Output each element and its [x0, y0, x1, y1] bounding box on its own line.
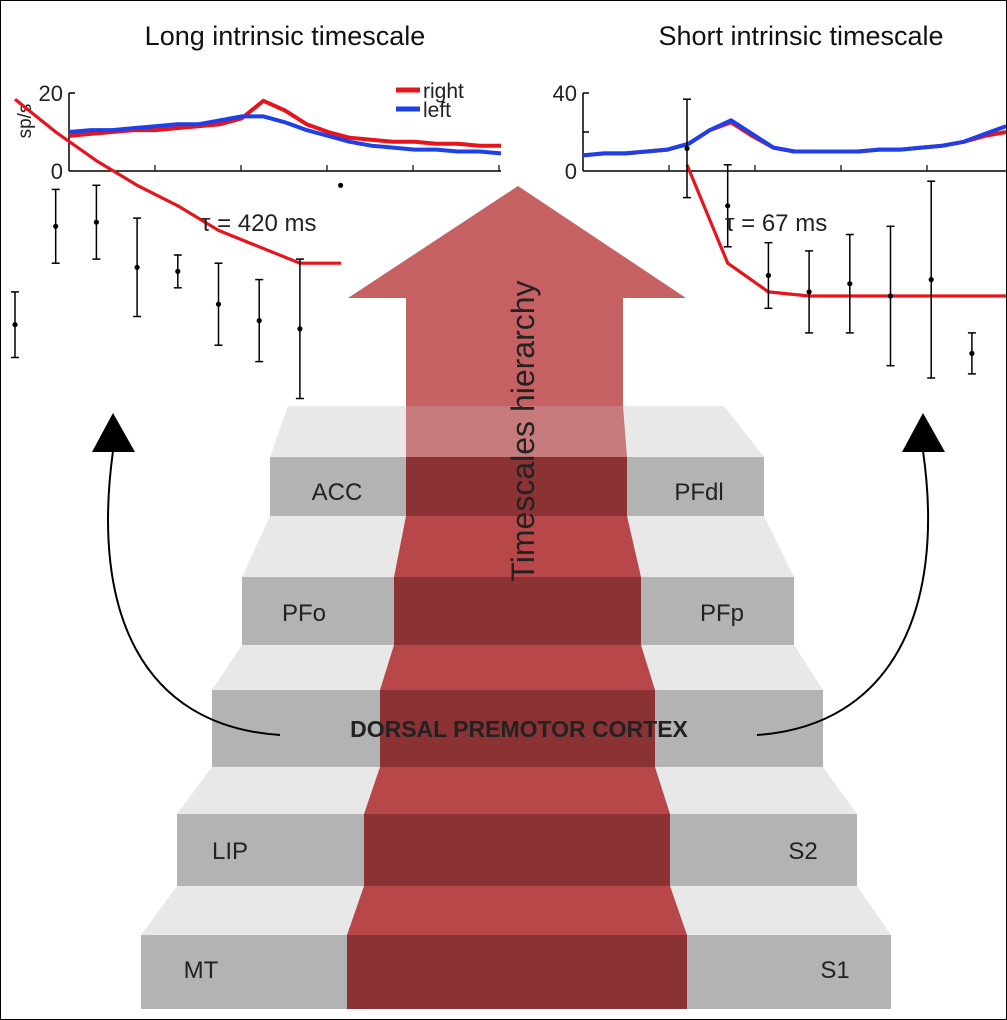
- left-psth-lines: [68, 98, 502, 156]
- hierarchy-label: Timescales hierarchy: [505, 280, 541, 581]
- right-ytick-40: 40: [553, 81, 577, 106]
- left-ac-point: [256, 318, 262, 324]
- left-panel-title: Long intrinsic timescale: [145, 21, 426, 51]
- carpet-tread-4: [364, 767, 670, 814]
- left-ac-fit-curve: [13, 97, 341, 265]
- right-panel-title: Short intrinsic timescale: [658, 21, 943, 51]
- label-acc: ACC: [312, 479, 363, 506]
- left-arrowhead: [92, 413, 135, 452]
- left-ytick-20: 20: [39, 81, 63, 106]
- red-carpet: [347, 406, 687, 1009]
- left-ac-point: [12, 322, 18, 328]
- right-psth-axes: [582, 92, 1006, 172]
- left-ytick-0: 0: [51, 159, 63, 184]
- carpet-riser-5: [347, 935, 687, 1009]
- carpet-riser-4: [364, 814, 670, 886]
- left-tau-label: τ = 420 ms: [201, 210, 317, 237]
- hierarchy-arrow: [348, 186, 686, 406]
- label-lip: LIP: [212, 838, 248, 865]
- label-pfo: PFo: [282, 600, 326, 627]
- right-autocorrelation: [683, 98, 1006, 379]
- left-psth-series-left: [68, 114, 502, 156]
- left-ac-point: [297, 326, 303, 332]
- right-arc: [756, 450, 930, 736]
- carpet-tread-3: [380, 645, 655, 690]
- right-ac-point: [887, 293, 894, 299]
- label-mt: MT: [184, 957, 219, 984]
- carpet-tread-2: [394, 516, 641, 577]
- left-psth-series-right: [68, 98, 501, 148]
- carpet-riser-2: [394, 577, 641, 645]
- left-ac-point: [53, 223, 59, 229]
- right-ac-point: [847, 281, 853, 287]
- carpet-tread-1: [406, 406, 627, 457]
- right-arrowhead: [902, 413, 945, 452]
- right-ac-point: [684, 145, 690, 151]
- right-ytick-0: 0: [565, 159, 577, 184]
- right-ac-point: [765, 272, 772, 279]
- carpet-riser-1: [406, 457, 627, 516]
- right-ac-point: [928, 277, 934, 283]
- right-ac-point: [969, 350, 975, 356]
- carpet-tread-5: [347, 886, 687, 935]
- left-ac-point: [93, 219, 99, 225]
- label-pfdl: PFdl: [674, 479, 723, 506]
- left-ac-point: [134, 264, 140, 270]
- right-ac-point: [806, 289, 812, 295]
- right-ac-point: [725, 203, 731, 209]
- left-ac-point: [338, 182, 344, 188]
- legend-left-label: left: [423, 99, 451, 122]
- left-autocorrelation: [11, 97, 344, 400]
- label-pfp: PFp: [700, 600, 744, 627]
- left-ac-point: [215, 301, 222, 307]
- left-ac-point: [175, 268, 181, 274]
- label-s2: S2: [788, 838, 817, 865]
- dorsal-premotor-label: DORSAL PREMOTOR CORTEX: [350, 716, 688, 742]
- legend-right-label: right: [423, 80, 464, 103]
- left-arc: [107, 450, 281, 736]
- carpet-riser-3: [380, 690, 655, 767]
- label-s1: S1: [820, 957, 849, 984]
- right-psth-lines: [582, 118, 1006, 158]
- right-tau-label: τ = 67 ms: [725, 210, 827, 237]
- right-psth-series-left: [582, 118, 1006, 158]
